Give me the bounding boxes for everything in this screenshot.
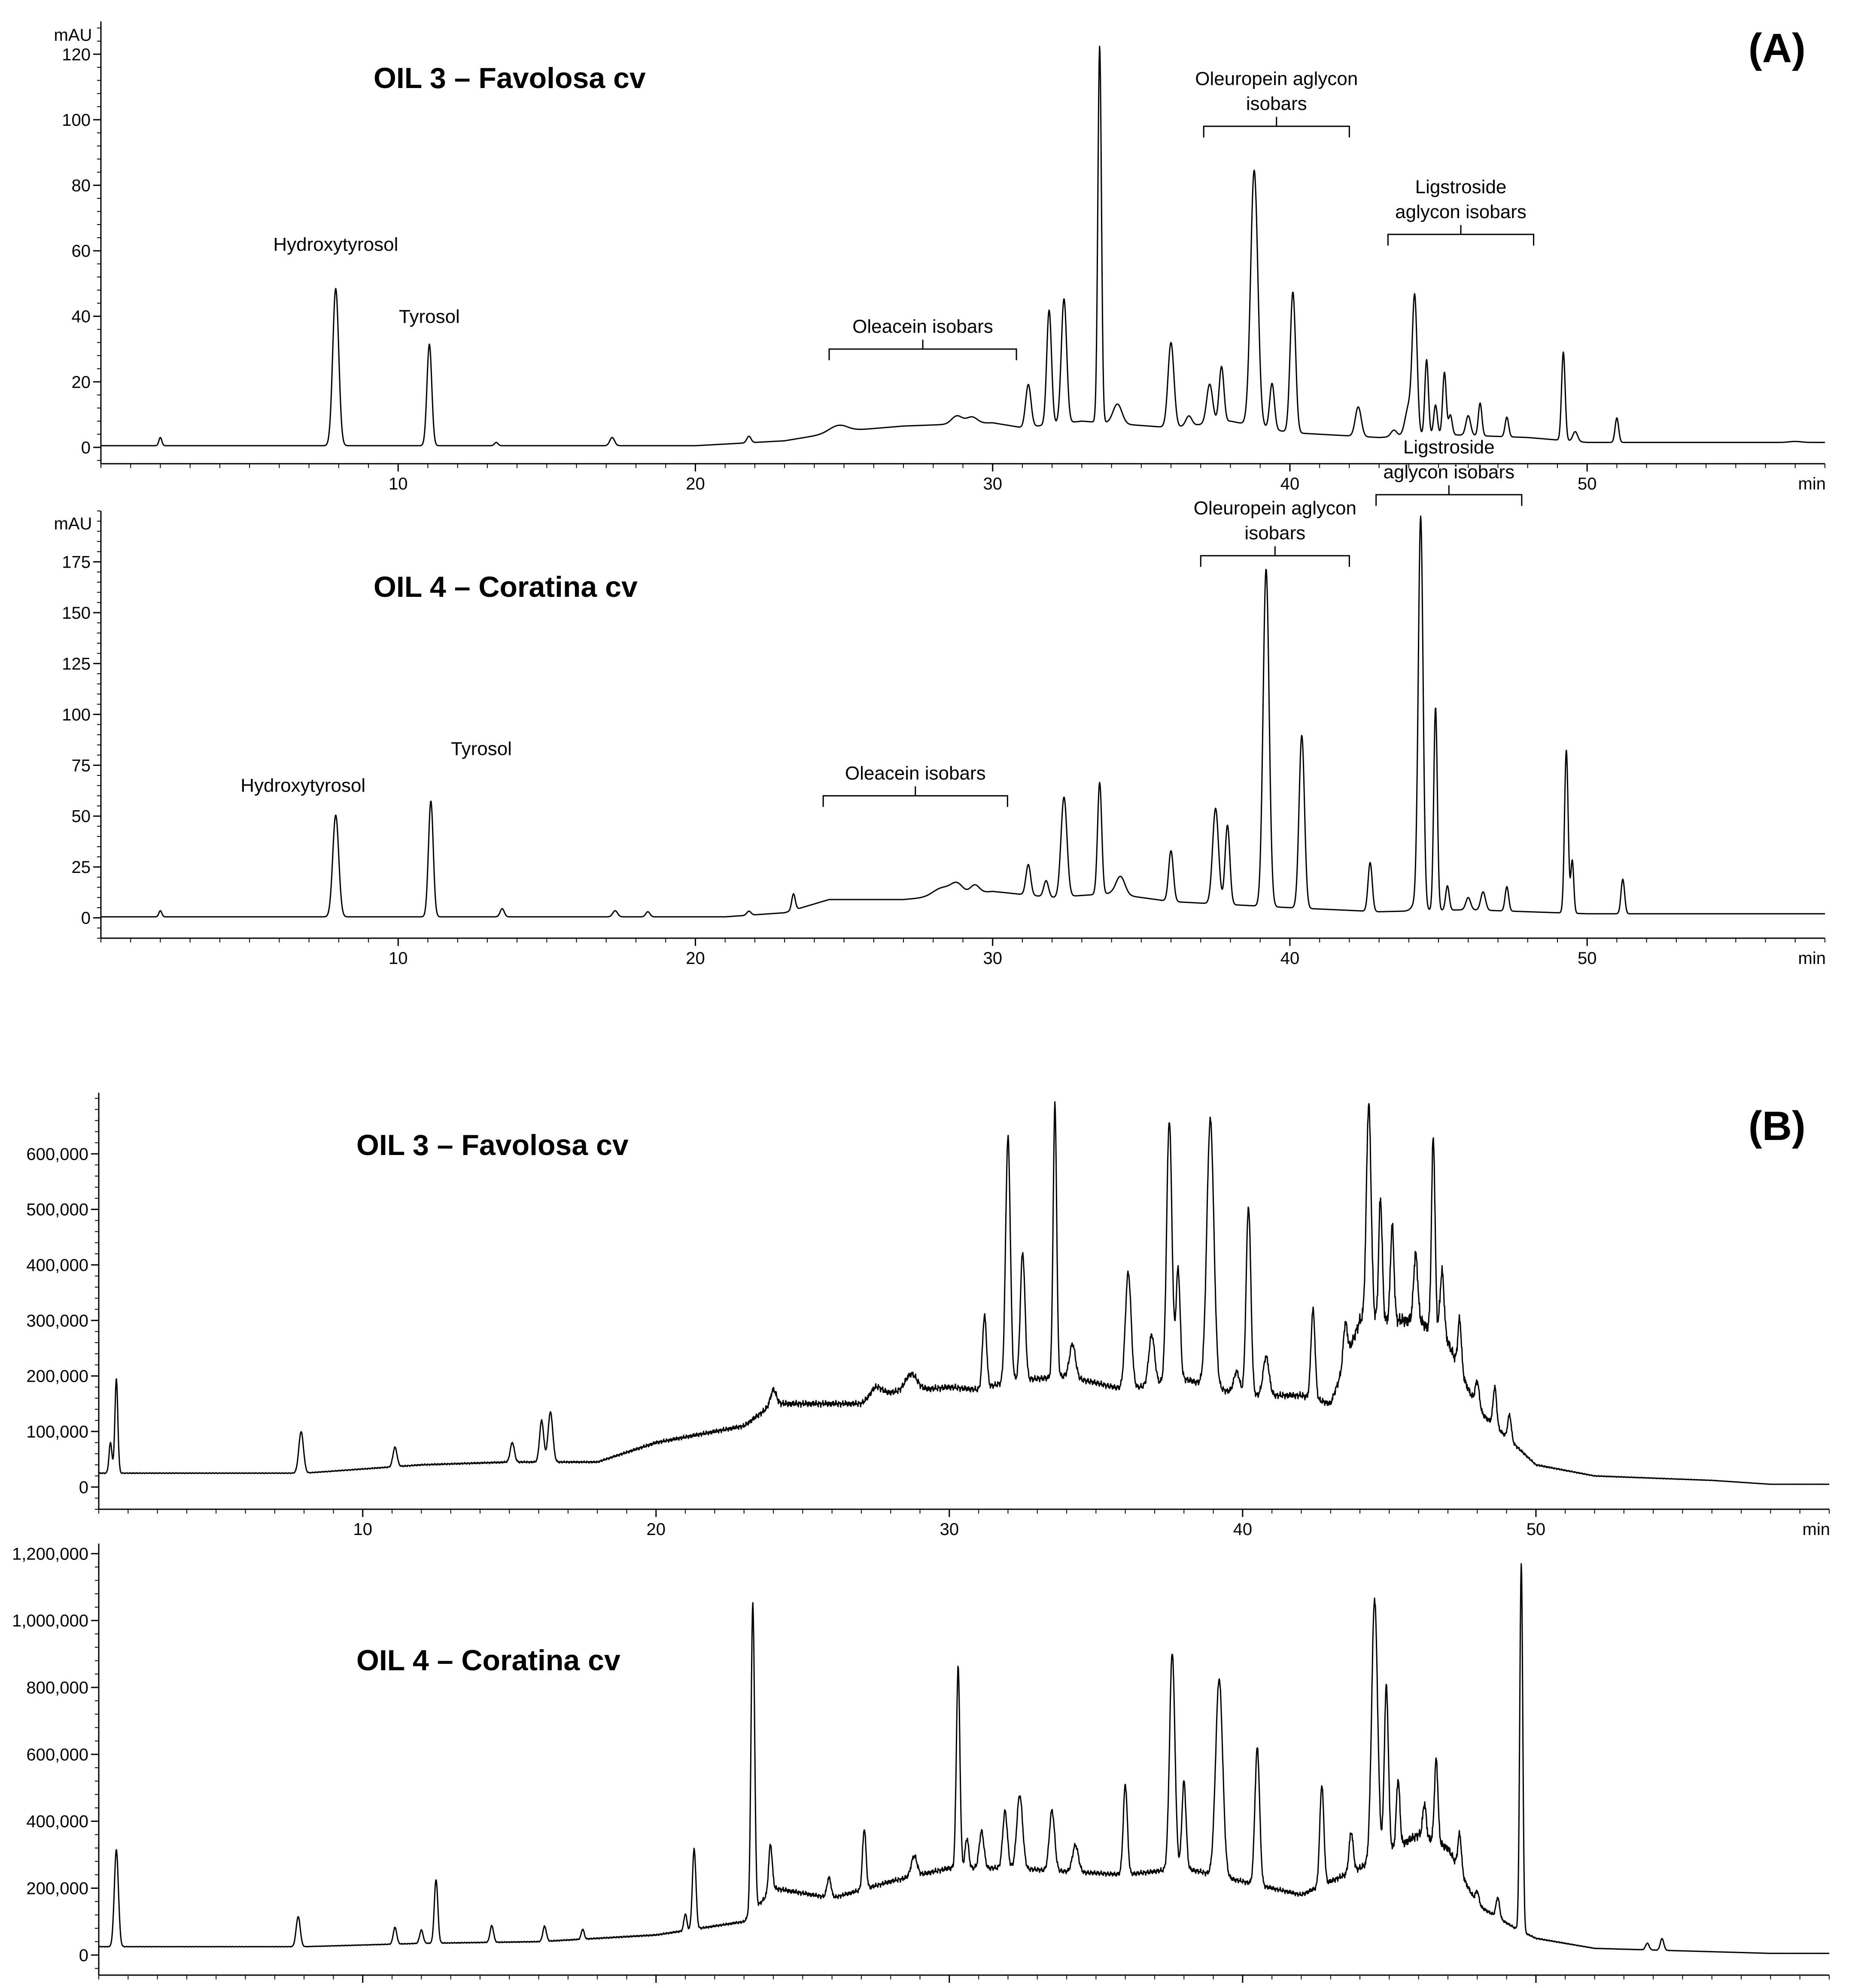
x-tick-label: 50 [1527,1986,1546,1988]
signal-trace [98,1101,1830,1485]
chart-title: OIL 3 – Favolosa cv [374,62,646,94]
y-tick-label: 175 [62,553,91,571]
x-tick-label: 30 [983,949,1002,968]
y-tick-label: 100,000 [26,1423,88,1441]
x-tick-label: 10 [353,1520,372,1539]
annotation-bracket [1203,117,1350,138]
x-tick-label: 50 [1578,474,1597,493]
annotation-bracket [1200,546,1350,567]
annotation-label: Ligstroside [1415,176,1507,198]
y-tick-label: 0 [81,909,91,928]
y-tick-label: 125 [62,654,91,673]
x-tick-label: 20 [647,1986,666,1988]
panel-a-letter: (A) [1748,25,1806,71]
annotation-label: aglycon isobars [1395,201,1527,222]
chart-title: OIL 4 – Coratina cv [356,1644,620,1677]
chart-a1: 0 20 40 60 80 100 120 10 20 30 40 50 min mAU OIL 3 – F… [54,21,1826,493]
x-tick-label: 10 [389,474,408,493]
annotation-label: aglycon isobars [1383,462,1514,483]
x-axis-label: min [1803,1520,1830,1539]
y-tick-label: 80 [72,176,91,195]
x-tick-label: 10 [353,1986,372,1988]
annotation-label: isobars [1246,93,1307,114]
y-tick-label: 600,000 [26,1145,88,1164]
x-tick-label: 50 [1527,1520,1546,1539]
x-tick-label: 10 [389,949,408,968]
y-tick-label: 20 [72,373,91,392]
chart-title: OIL 4 – Coratina cv [374,571,638,603]
y-tick-label: 0 [79,1478,88,1497]
y-axis-label: mAU [54,514,92,533]
chart-title: OIL 3 – Favolosa cv [356,1129,629,1161]
annotation-label: Tyrosol [399,306,460,327]
x-tick-label: 40 [1233,1986,1253,1988]
x-tick-label: 20 [686,474,705,493]
x-tick-label: 20 [647,1520,666,1539]
y-tick-label: 120 [62,45,91,64]
x-tick-label: 40 [1233,1520,1253,1539]
y-tick-label: 400,000 [26,1256,88,1275]
y-tick-label: 60 [72,242,91,261]
annotation-label: Oleuropein aglycon [1195,68,1358,89]
y-tick-label: 200,000 [26,1879,88,1898]
y-tick-label: 1,200,000 [12,1544,88,1563]
x-tick-label: 30 [983,474,1002,493]
y-tick-label: 40 [72,307,91,326]
chart-b1: 0 100,000 200,000 300,000 400,000 500,000 600,… [26,1093,1830,1539]
annotation-label: Oleacein isobars [852,316,993,337]
annotation-label: Oleacein isobars [845,763,986,784]
y-tick-label: 400,000 [26,1812,88,1831]
y-tick-label: 75 [72,756,91,775]
y-tick-label: 150 [62,604,91,623]
annotation-bracket [1387,225,1535,246]
y-tick-label: 50 [72,807,91,826]
x-axis-label: min [1798,949,1826,968]
y-tick-label: 25 [72,858,91,877]
y-tick-label: 0 [79,1946,88,1965]
annotation-label: Oleuropein aglycon [1194,498,1356,519]
y-tick-label: 100 [62,705,91,724]
chart-b2: 0 200,000 400,000 600,000 800,000 1,000,000 1,… [12,1544,1830,1988]
x-axis-label: min [1798,474,1826,493]
y-tick-label: 800,000 [26,1678,88,1697]
y-tick-label: 0 [81,438,91,457]
annotation-bracket [1375,485,1523,506]
annotation-bracket [822,786,1008,807]
x-tick-label: 40 [1280,949,1300,968]
annotation-label: Tyrosol [451,739,512,760]
signal-trace [100,46,1825,447]
annotation-label: Hydroxytyrosol [273,234,398,255]
y-axis-label: mAU [54,26,92,45]
signal-trace [98,1563,1830,1954]
x-tick-label: 50 [1578,949,1597,968]
annotation-label: isobars [1244,523,1305,544]
annotation-label: Ligstroside [1403,437,1495,458]
annotation-label: Hydroxytyrosol [240,775,365,796]
x-tick-label: 30 [940,1520,959,1539]
signal-trace [100,515,1825,918]
y-tick-label: 500,000 [26,1201,88,1219]
annotation-bracket [828,339,1017,360]
y-tick-label: 600,000 [26,1745,88,1764]
x-tick-label: 40 [1280,474,1300,493]
y-tick-label: 1,000,000 [12,1611,88,1630]
x-tick-label: 30 [940,1986,959,1988]
y-tick-label: 100 [62,111,91,130]
panel-b-letter: (B) [1748,1103,1806,1149]
x-axis-label: min [1803,1986,1830,1988]
y-tick-label: 200,000 [26,1367,88,1386]
x-tick-label: 20 [686,949,705,968]
y-tick-label: 300,000 [26,1311,88,1330]
